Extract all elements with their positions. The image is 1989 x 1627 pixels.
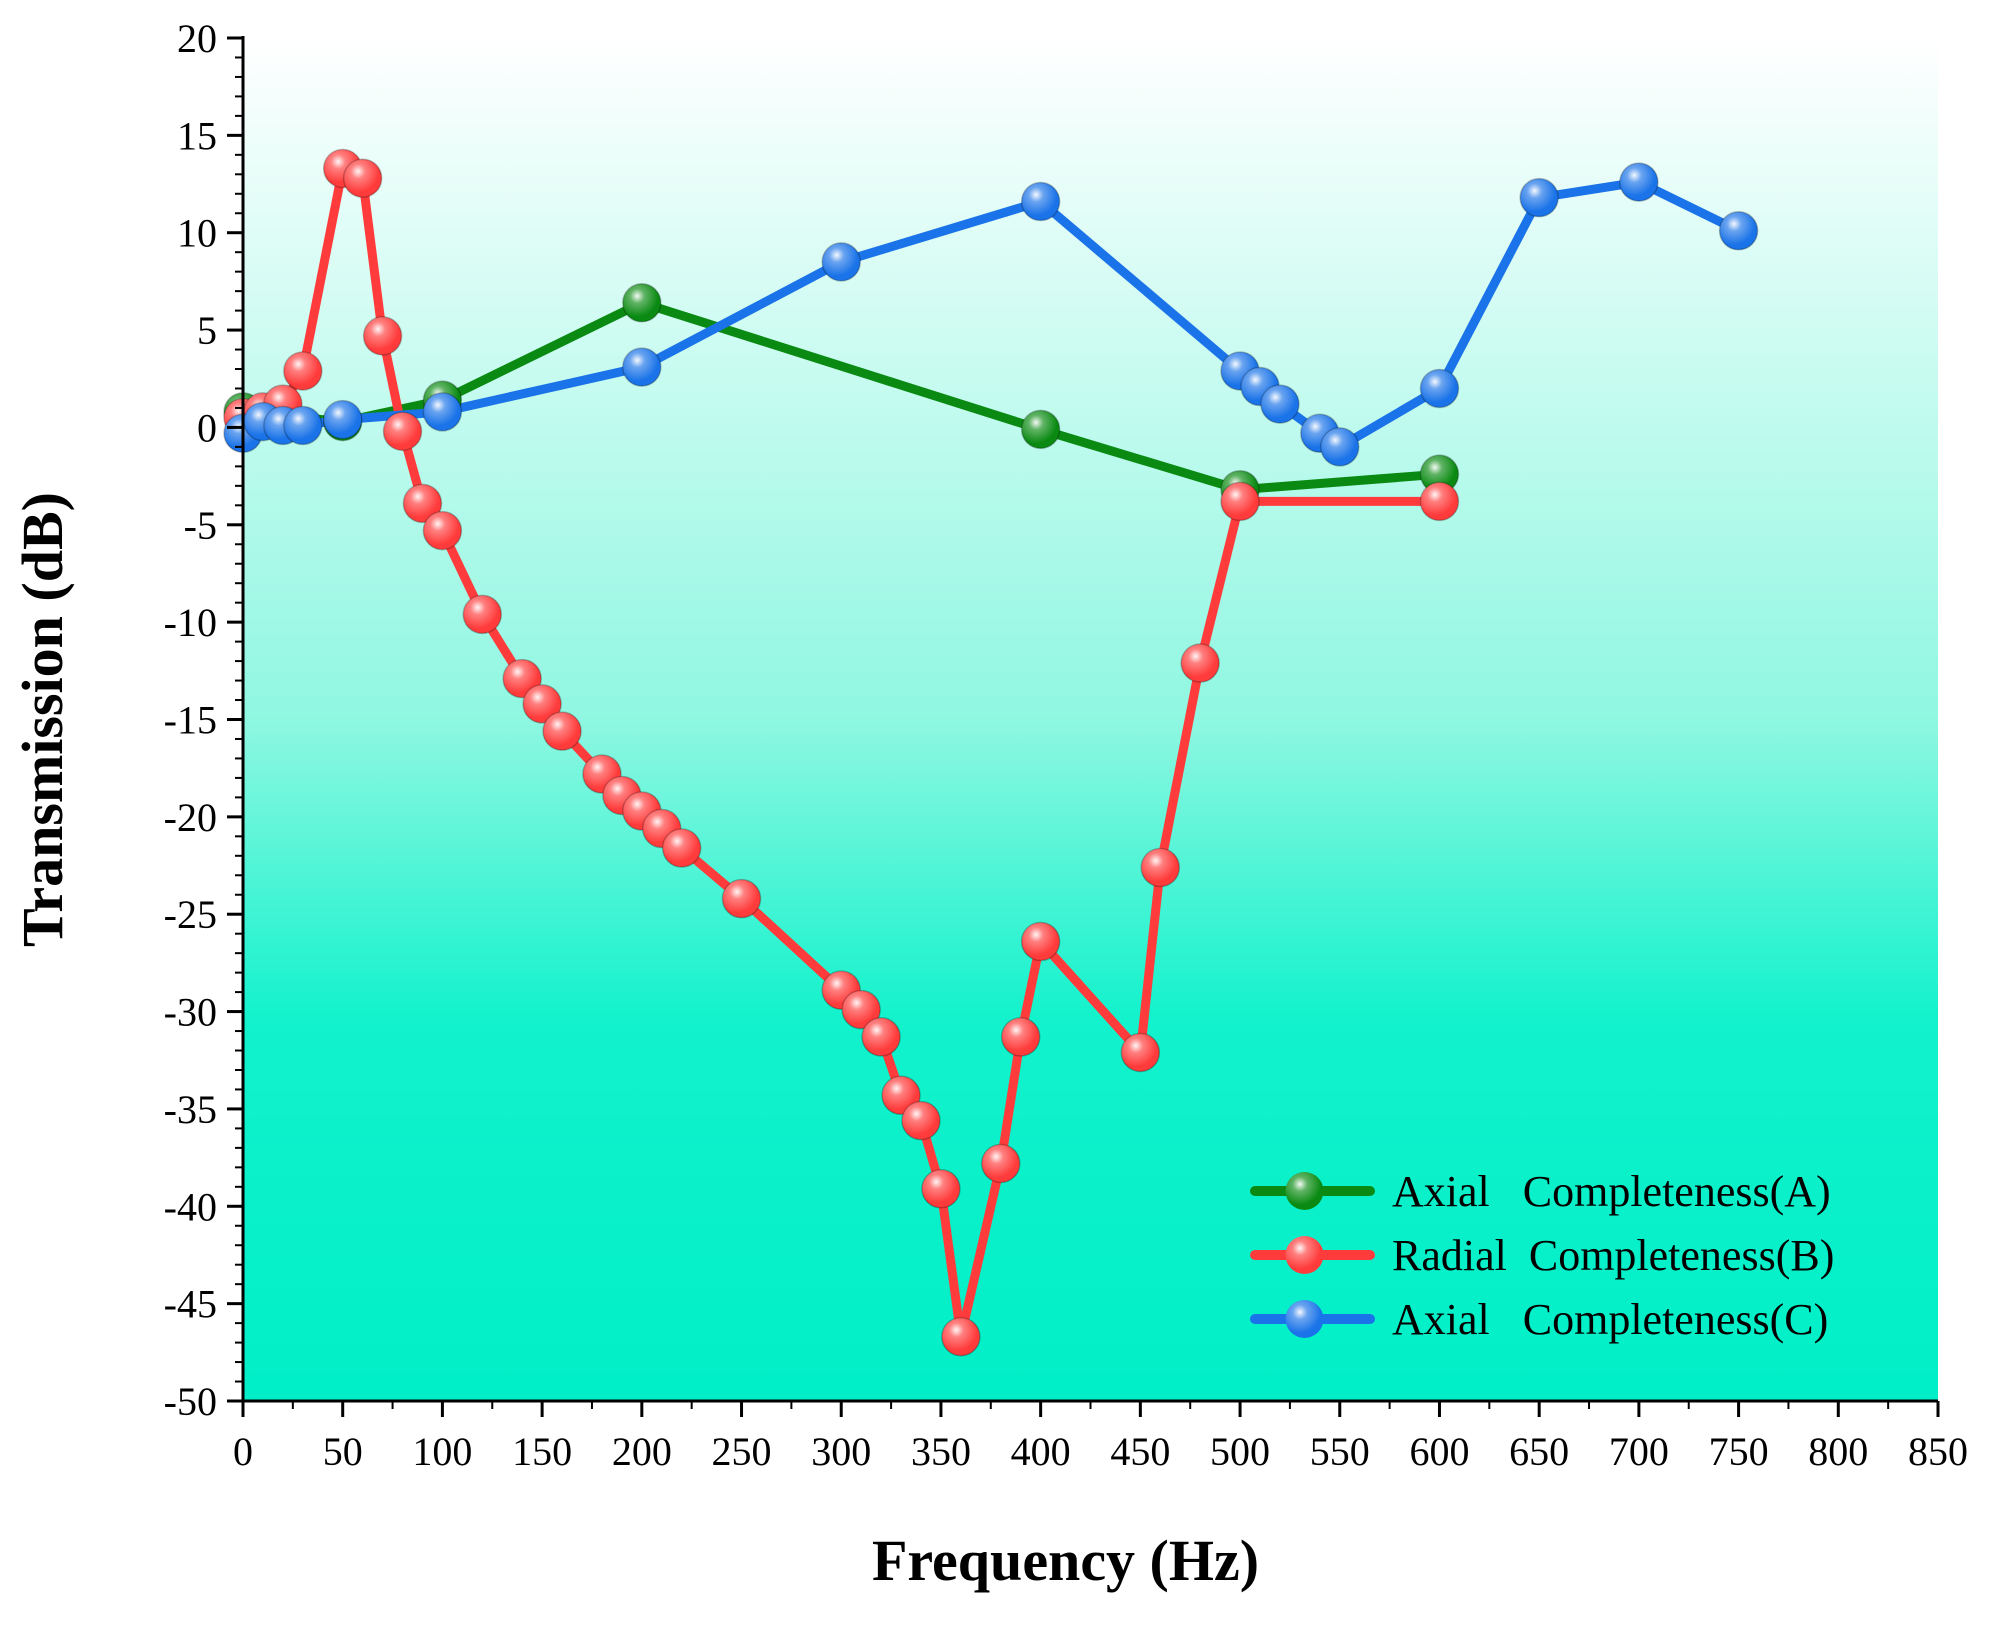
legend-item-1: Axial Completeness(A) [1250, 1167, 1831, 1216]
y-tick-label: -25 [164, 892, 217, 937]
legend-label: Radial Completeness(B) [1392, 1231, 1834, 1280]
y-tick-label: -15 [164, 698, 217, 743]
data-point-highlight [902, 1101, 940, 1140]
data-point-highlight [622, 283, 661, 322]
data-point-highlight [283, 406, 322, 445]
x-tick-label: 800 [1808, 1429, 1868, 1474]
y-tick-label: -30 [164, 990, 217, 1035]
data-point-highlight [1221, 482, 1260, 521]
data-point-highlight [722, 879, 761, 918]
data-point-highlight [1181, 644, 1220, 683]
x-tick-label: 100 [412, 1429, 472, 1474]
y-tick-label: 10 [177, 211, 217, 256]
legend: Axial Completeness(A) Radial Completeness… [1250, 1167, 1834, 1344]
data-point-highlight [622, 348, 661, 387]
data-point-highlight [1420, 369, 1459, 408]
x-tick-label: 600 [1409, 1429, 1469, 1474]
data-point-highlight [523, 684, 562, 723]
plot-background [243, 38, 1938, 1401]
y-tick-label: 15 [177, 113, 217, 158]
data-point-highlight [842, 990, 881, 1029]
data-point-highlight [363, 316, 402, 355]
legend-label: Axial Completeness(C) [1392, 1295, 1828, 1344]
data-point-highlight [423, 392, 462, 431]
y-axis-title: Transmission (dB) [10, 492, 75, 947]
data-point-highlight [1320, 427, 1359, 466]
data-point-highlight [283, 351, 322, 390]
data-point-highlight [862, 1017, 901, 1056]
y-tick-label: -20 [164, 795, 217, 840]
x-tick-label: 550 [1310, 1429, 1370, 1474]
y-tick-label: -45 [164, 1282, 217, 1327]
series-markers-3 [223, 162, 1759, 467]
legend-item-2: Radial Completeness(B) [1250, 1231, 1834, 1280]
x-tick-label: 50 [323, 1429, 363, 1474]
x-tick-label: 300 [811, 1429, 871, 1474]
x-tick-label: 750 [1709, 1429, 1769, 1474]
y-tick-label: -35 [164, 1087, 217, 1132]
data-point-highlight [1121, 1033, 1160, 1072]
data-point-highlight [543, 712, 582, 751]
data-point-highlight [1619, 163, 1658, 202]
x-tick-label: 200 [612, 1429, 672, 1474]
data-point-highlight [383, 412, 422, 451]
data-point-highlight [981, 1144, 1020, 1183]
x-tick-label: 0 [233, 1429, 253, 1474]
x-tick-label: 400 [1011, 1429, 1071, 1474]
y-tick-label: -40 [164, 1184, 217, 1229]
data-point-highlight [1719, 211, 1758, 250]
data-point-highlight [1001, 1017, 1040, 1056]
data-point-highlight [822, 242, 861, 281]
data-point-highlight [1021, 922, 1060, 961]
x-tick-label: 350 [911, 1429, 971, 1474]
data-point-highlight [1420, 455, 1459, 494]
legend-swatch-highlight [1285, 1172, 1324, 1210]
data-point-highlight [403, 484, 442, 523]
x-tick-label: 250 [712, 1429, 772, 1474]
y-tick-label: -50 [164, 1379, 217, 1424]
legend-label: Axial Completeness(A) [1392, 1167, 1831, 1216]
data-point-highlight [941, 1317, 980, 1356]
legend-swatch-highlight [1285, 1236, 1324, 1274]
data-point-highlight [1420, 482, 1459, 521]
y-tick-label: 5 [197, 308, 217, 353]
data-point-highlight [323, 400, 362, 439]
x-tick-label: 500 [1210, 1429, 1270, 1474]
x-tick-label: 700 [1609, 1429, 1669, 1474]
data-point-highlight [1520, 178, 1559, 217]
legend-swatch-highlight [1285, 1300, 1324, 1338]
data-point-highlight [921, 1169, 960, 1208]
series-markers-2 [223, 148, 1460, 1357]
y-tick-label: 0 [197, 405, 217, 450]
data-point-highlight [343, 159, 382, 198]
series-layer [223, 148, 1759, 1357]
x-tick-label: 850 [1908, 1429, 1968, 1474]
data-point-highlight [1021, 410, 1060, 449]
data-point-highlight [463, 595, 502, 634]
data-point-highlight [1021, 182, 1060, 221]
x-tick-label: 450 [1110, 1429, 1170, 1474]
data-point-highlight [423, 511, 462, 550]
y-tick-label: -5 [184, 503, 217, 548]
data-point-highlight [1141, 848, 1180, 887]
y-tick-label: -10 [164, 600, 217, 645]
legend-item-3: Axial Completeness(C) [1250, 1295, 1828, 1344]
x-axis-title: Frequency (Hz) [872, 1528, 1259, 1593]
y-tick-label: 20 [177, 16, 217, 61]
data-point-highlight [662, 829, 701, 868]
data-point-highlight [1260, 385, 1299, 424]
x-tick-label: 650 [1509, 1429, 1569, 1474]
x-tick-label: 150 [512, 1429, 572, 1474]
